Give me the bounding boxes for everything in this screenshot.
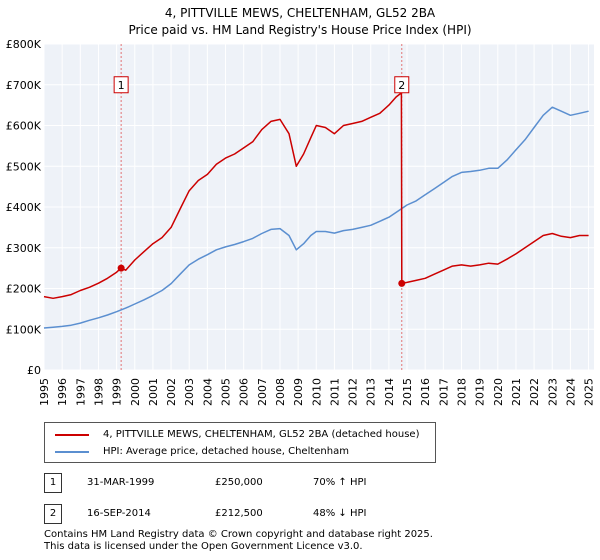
x-tick-label: 2025 [583, 378, 596, 406]
y-tick-label: £0 [27, 364, 41, 377]
axis-labels: £0 £100K £200K £300K £400K £500K £600K £700K £80… [6, 38, 596, 406]
x-tick-label: 2004 [201, 378, 214, 406]
legend-swatch-hpi [55, 451, 89, 453]
legend-label-hpi: HPI: Average price, detached house, Chel… [103, 446, 349, 457]
legend-swatch-property [55, 434, 89, 436]
x-tick-label: 2003 [183, 378, 196, 406]
x-tick-label: 2005 [220, 378, 233, 406]
sale-point-1 [117, 264, 125, 272]
sale-badge-1: 1 [44, 473, 62, 493]
footer: Contains HM Land Registry data © Crown c… [44, 529, 433, 553]
sale-price-1: £250,000 [215, 477, 263, 488]
x-tick-label: 2017 [437, 378, 450, 406]
sale-date-1: 31-MAR-1999 [87, 477, 155, 488]
x-tick-label: 2022 [528, 378, 541, 406]
price-chart: 4, PITTVILLE MEWS, CHELTENHAM, GL52 2BA … [5, 6, 596, 407]
sale-price-2: £212,500 [215, 508, 263, 519]
x-tick-label: 2010 [310, 378, 323, 406]
y-tick-label: £700K [6, 79, 42, 92]
footer-line-1: Contains HM Land Registry data © Crown c… [44, 529, 433, 540]
sale-date-2: 16-SEP-2014 [87, 508, 151, 519]
x-tick-label: 2000 [129, 378, 142, 406]
x-tick-label: 2007 [256, 378, 269, 406]
y-tick-label: £400K [6, 201, 42, 214]
x-tick-label: 1999 [111, 378, 124, 406]
footer-line-2: This data is licensed under the Open Gov… [44, 541, 363, 552]
x-tick-label: 1997 [74, 378, 87, 406]
x-tick-label: 1998 [92, 378, 105, 406]
property-price-line [43, 92, 589, 300]
sale-box-2 [394, 76, 410, 94]
sale-box-1 [113, 76, 129, 94]
x-tick-label: 2009 [292, 378, 305, 406]
x-tick-label: 2024 [564, 378, 577, 406]
chart-title: 4, PITTVILLE MEWS, CHELTENHAM, GL52 2BA [165, 6, 436, 20]
sale-hpi-1: 70% ↑ HPI [313, 477, 367, 488]
y-tick-label: £100K [6, 323, 42, 336]
hpi-line [43, 106, 589, 329]
x-tick-label: 2015 [401, 378, 414, 406]
x-tick-label: 2001 [147, 378, 160, 406]
sale-hpi-2: 48% ↓ HPI [313, 508, 367, 519]
x-tick-label: 2008 [274, 378, 287, 406]
sale-badge-2: 2 [44, 504, 62, 524]
x-tick-label: 2006 [238, 378, 251, 406]
sale-box-label-2: 2 [398, 79, 405, 92]
y-tick-label: £600K [6, 120, 42, 133]
x-tick-label: 2012 [347, 378, 360, 406]
x-tick-label: 2014 [383, 378, 396, 406]
chart-subtitle: Price paid vs. HM Land Registry's House … [128, 23, 471, 37]
x-tick-label: 2002 [165, 378, 178, 406]
y-tick-label: £800K [6, 38, 42, 51]
x-tick-label: 2021 [510, 378, 523, 406]
x-tick-label: 1996 [56, 378, 69, 406]
x-tick-label: 2019 [474, 378, 487, 406]
x-tick-label: 2018 [455, 378, 468, 406]
x-tick-label: 2023 [546, 378, 559, 406]
y-tick-label: £300K [6, 242, 42, 255]
x-tick-label: 1995 [38, 378, 51, 406]
sale-box-label-1: 1 [118, 79, 125, 92]
y-tick-label: £200K [6, 283, 42, 296]
series-lines [43, 92, 589, 329]
x-tick-label: 2013 [365, 378, 378, 406]
x-tick-label: 2020 [492, 378, 505, 406]
legend-label-property: 4, PITTVILLE MEWS, CHELTENHAM, GL52 2BA … [103, 429, 420, 440]
x-tick-label: 2011 [328, 378, 341, 406]
legend: 4, PITTVILLE MEWS, CHELTENHAM, GL52 2BA … [44, 422, 436, 463]
y-tick-label: £500K [6, 160, 42, 173]
sale-point-2 [398, 279, 406, 287]
x-tick-label: 2016 [419, 378, 432, 406]
